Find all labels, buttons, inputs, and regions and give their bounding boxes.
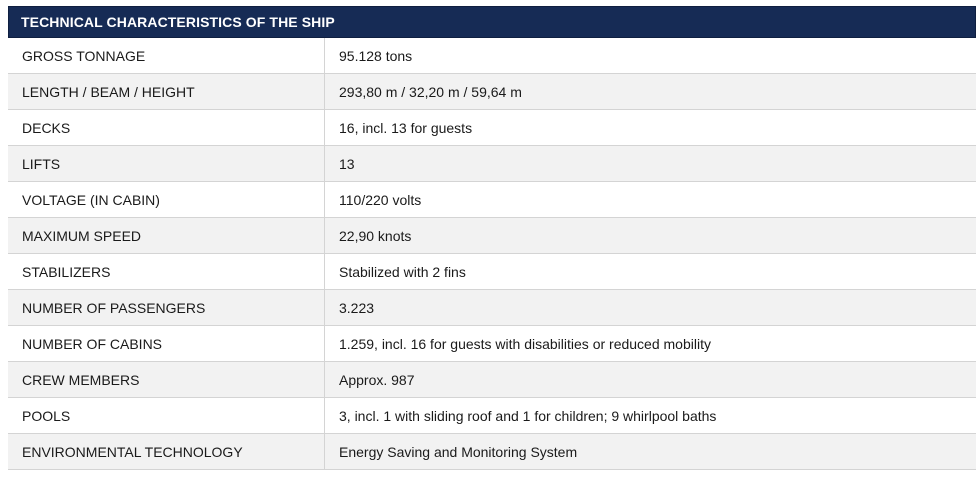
row-value: 13: [339, 155, 355, 172]
table-row: NUMBER OF PASSENGERS 3.223: [8, 290, 976, 326]
table-row: LIFTS 13: [8, 146, 976, 182]
row-label: LIFTS: [8, 146, 325, 181]
table-row: DECKS 16, incl. 13 for guests: [8, 110, 976, 146]
row-label: VOLTAGE (IN CABIN): [8, 182, 325, 217]
table-row: CREW MEMBERS Approx. 987: [8, 362, 976, 398]
table-row: LENGTH / BEAM / HEIGHT 293,80 m / 32,20 …: [8, 74, 976, 110]
row-label: LENGTH / BEAM / HEIGHT: [8, 74, 325, 109]
row-value: Stabilized with 2 fins: [339, 263, 466, 280]
table-title: TECHNICAL CHARACTERISTICS OF THE SHIP: [8, 6, 976, 38]
table-row: GROSS TONNAGE 95.128 tons: [8, 38, 976, 74]
row-label: ENVIRONMENTAL TECHNOLOGY: [8, 434, 325, 469]
row-value: 95.128 tons: [339, 47, 413, 64]
row-value: 1.259, incl. 16 for guests with disabili…: [339, 335, 711, 352]
row-value: 22,90 knots: [339, 227, 412, 244]
row-value: 110/220 volts: [339, 191, 422, 208]
row-label: GROSS TONNAGE: [8, 38, 325, 73]
row-label: DECKS: [8, 110, 325, 145]
table-row: NUMBER OF CABINS 1.259, incl. 16 for gue…: [8, 326, 976, 362]
table-row: POOLS 3, incl. 1 with sliding roof and 1…: [8, 398, 976, 434]
row-label: POOLS: [8, 398, 325, 433]
row-value: 3, incl. 1 with sliding roof and 1 for c…: [339, 407, 717, 424]
row-value: 3.223: [339, 299, 375, 316]
row-label: CREW MEMBERS: [8, 362, 325, 397]
spec-table: TECHNICAL CHARACTERISTICS OF THE SHIP GR…: [8, 6, 976, 470]
row-label: MAXIMUM SPEED: [8, 218, 325, 253]
row-label: NUMBER OF CABINS: [8, 326, 325, 361]
row-value: 293,80 m / 32,20 m / 59,64 m: [339, 83, 522, 100]
row-value: Approx. 987: [339, 371, 415, 388]
table-row: STABILIZERS Stabilized with 2 fins: [8, 254, 976, 290]
row-value: 16, incl. 13 for guests: [339, 119, 473, 136]
table-row: VOLTAGE (IN CABIN) 110/220 volts: [8, 182, 976, 218]
table-row: ENVIRONMENTAL TECHNOLOGY Energy Saving a…: [8, 434, 976, 470]
row-label: STABILIZERS: [8, 254, 325, 289]
row-value: Energy Saving and Monitoring System: [339, 443, 578, 460]
table-row: MAXIMUM SPEED 22,90 knots: [8, 218, 976, 254]
row-label: NUMBER OF PASSENGERS: [8, 290, 325, 325]
